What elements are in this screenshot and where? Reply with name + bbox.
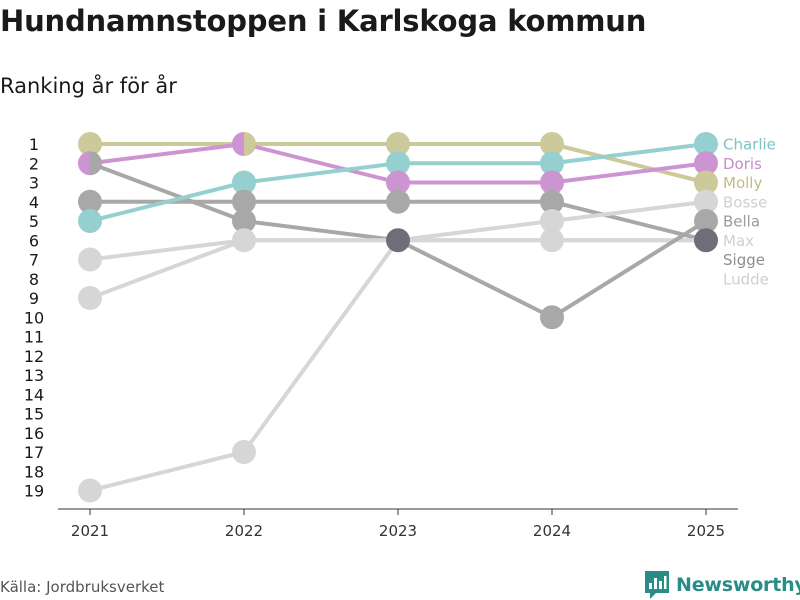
- marker-2022-rank-5-bella: [232, 209, 256, 233]
- marker-2021-rank-7-bosse: [78, 247, 102, 272]
- y-tick-label: 6: [29, 231, 39, 250]
- marker-2025-rank-1-charlie: [694, 132, 718, 156]
- y-tick-label: 3: [29, 174, 39, 193]
- y-tick-label: 18: [24, 462, 44, 481]
- marker-2023-rank-4-sigge: [386, 189, 410, 214]
- marker-2021-rank-1-molly: [78, 132, 102, 156]
- x-tick-label: 2022: [225, 522, 263, 540]
- marker-2022-rank-1-doris-half: [232, 132, 244, 156]
- series-label-molly: Molly: [723, 174, 762, 192]
- marker-2025-rank-5-bella: [694, 209, 718, 233]
- y-tick-label: 16: [24, 424, 44, 443]
- y-tick-label: 11: [24, 328, 44, 347]
- marker-2023-rank-1-molly: [386, 132, 410, 156]
- chart-title: Hundnamnstoppen i Karlskoga kommun: [0, 4, 647, 38]
- y-tick-label: 15: [24, 405, 44, 424]
- marker-2023-rank-6-overlap: [386, 228, 410, 253]
- series-label-sigge: Sigge: [723, 251, 765, 269]
- marker-2025-rank-2-doris: [694, 151, 718, 176]
- x-tick-label: 2021: [71, 522, 109, 540]
- x-axis-ticks: 2021 2022 2023 2024 2025: [71, 509, 725, 540]
- y-tick-label: 9: [29, 289, 39, 308]
- marker-2022-rank-17-max: [232, 440, 256, 464]
- y-tick-label: 2: [29, 154, 39, 173]
- marker-2024-rank-5-bosse: [540, 209, 564, 233]
- chart-subtitle: Ranking år för år: [0, 74, 177, 98]
- marker-2022-rank-1-molly-half: [244, 132, 256, 156]
- marker-2021-rank-9-ludde: [78, 286, 102, 310]
- marker-2024-rank-4-sigge: [540, 189, 564, 214]
- y-tick-label: 4: [29, 193, 39, 212]
- marker-2022-rank-3-charlie: [232, 170, 256, 195]
- marker-2023-rank-3-doris: [386, 170, 410, 195]
- y-tick-label: 13: [24, 366, 44, 385]
- series-label-max: Max: [723, 232, 754, 250]
- y-tick-label: 12: [24, 347, 44, 366]
- marker-2024-rank-10-bella: [540, 305, 564, 330]
- y-tick-label: 17: [24, 443, 44, 462]
- series-markers: [78, 132, 718, 503]
- marker-2022-rank-6-ludde-half: [244, 228, 256, 253]
- x-tick-label: 2024: [533, 522, 571, 540]
- marker-2024-rank-2-charlie: [540, 151, 564, 176]
- marker-2024-rank-1-molly: [540, 132, 564, 156]
- marker-2021-rank-4-sigge: [78, 189, 102, 214]
- marker-2021-rank-2-bella-half: [90, 151, 102, 176]
- series-label-bosse: Bosse: [723, 193, 767, 211]
- series-label-ludde: Ludde: [723, 270, 769, 288]
- y-tick-label: 14: [24, 385, 44, 404]
- newsworthy-logo-icon: [645, 571, 669, 599]
- y-tick-label: 1: [29, 135, 39, 154]
- x-tick-label: 2023: [379, 522, 417, 540]
- marker-2025-rank-4-bosse: [694, 189, 718, 214]
- y-tick-label: 5: [29, 212, 39, 231]
- brand-name: Newsworthy: [676, 574, 800, 596]
- brand-logo[interactable]: Newsworthy: [644, 570, 800, 600]
- marker-2025-rank-3-molly: [694, 170, 718, 195]
- y-tick-label: 10: [24, 308, 44, 327]
- marker-2022-rank-6-bosse-half: [232, 228, 244, 253]
- bump-chart: 2021 2022 2023 2024 2025 1234567891011121314…: [24, 132, 776, 540]
- x-tick-label: 2025: [687, 522, 725, 540]
- marker-2023-rank-2-charlie: [386, 151, 410, 176]
- marker-2025-rank-6-overlap: [694, 228, 718, 253]
- y-tick-label: 19: [24, 482, 44, 501]
- marker-2021-rank-19-max: [78, 478, 102, 503]
- y-tick-label: 7: [29, 251, 39, 270]
- marker-2024-rank-6-max-half: [540, 228, 552, 253]
- marker-2022-rank-4-sigge: [232, 189, 256, 214]
- marker-2024-rank-3-doris: [540, 170, 564, 195]
- source-note: Källa: Jordbruksverket: [0, 578, 165, 596]
- marker-2021-rank-2-doris-half: [78, 151, 90, 176]
- y-tick-label: 8: [29, 270, 39, 289]
- series-label-doris: Doris: [723, 155, 762, 173]
- series-label-bella: Bella: [723, 213, 760, 231]
- series-label-charlie: Charlie: [723, 136, 776, 154]
- marker-2021-rank-5-charlie: [78, 209, 102, 233]
- marker-2024-rank-6-ludde-half: [552, 228, 564, 253]
